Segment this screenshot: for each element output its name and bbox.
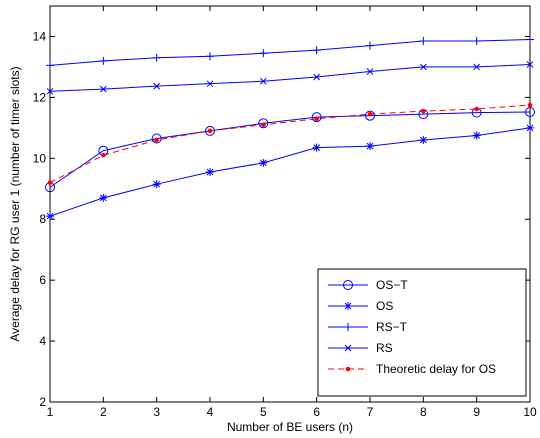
series-line-4 [49, 104, 531, 184]
data-point-series-3 [259, 77, 267, 85]
y-tick-label: 2 [39, 395, 46, 409]
data-point-series-1 [206, 168, 214, 177]
data-point-series-3 [99, 85, 107, 93]
series-markers [45, 35, 535, 221]
data-point-series-1 [472, 131, 481, 140]
data-point-series-4 [474, 106, 479, 112]
x-tick-label: 4 [207, 405, 214, 419]
legend-swatch-marker [344, 323, 352, 331]
data-point-series-2 [419, 37, 428, 46]
legend-swatch-marker [344, 344, 352, 352]
data-point-series-4 [314, 116, 319, 122]
data-point-series-2 [526, 35, 534, 44]
legend-swatch-marker [344, 302, 352, 310]
data-point-series-4 [154, 137, 159, 143]
data-point-series-3 [473, 63, 481, 71]
data-point-series-4 [527, 102, 533, 108]
data-point-series-1 [312, 143, 321, 152]
series-line-1 [49, 127, 531, 217]
data-point-series-1 [526, 123, 534, 132]
data-point-series-0 [365, 110, 375, 121]
x-tick-label: 6 [313, 405, 320, 419]
data-point-series-2 [472, 37, 481, 46]
data-point-series-2 [206, 52, 214, 61]
data-point-series-1 [99, 193, 108, 202]
x-tick-label: 8 [420, 405, 427, 419]
series-line-2 [49, 39, 531, 66]
y-tick-label: 4 [39, 334, 46, 348]
data-point-series-3 [46, 87, 54, 95]
y-tick-label: 6 [39, 273, 46, 287]
data-point-series-4 [421, 108, 426, 114]
series-lines [49, 39, 531, 217]
data-point-series-4 [47, 180, 53, 185]
data-point-series-0 [205, 125, 215, 136]
legend-entry-label: Theoretic delay for OS [376, 362, 496, 376]
series-line-3 [49, 63, 531, 92]
x-tick-label: 5 [260, 405, 267, 419]
data-point-series-4 [367, 111, 373, 117]
x-tick-label: 2 [100, 405, 107, 419]
data-point-series-0 [151, 133, 162, 144]
data-point-series-1 [152, 180, 161, 189]
data-point-series-4 [261, 122, 266, 128]
y-tick-label: 8 [39, 212, 46, 226]
legend-entry-label: RS [376, 341, 393, 355]
data-point-series-4 [101, 152, 106, 158]
y-tick-label: 12 [33, 90, 47, 104]
y-axis-label: Average delay for RG user 1 (number of t… [8, 66, 22, 341]
legend-swatch-marker [343, 280, 353, 290]
data-point-series-1 [419, 136, 428, 145]
legend: OS−T OS RS−T RS Theoretic delay for OS [317, 268, 527, 397]
data-point-series-3 [153, 82, 161, 90]
data-point-series-2 [312, 46, 321, 55]
y-tick-label: 14 [33, 29, 47, 43]
data-point-series-1 [366, 142, 374, 151]
data-point-series-3 [313, 73, 321, 81]
x-tick-label: 1 [47, 405, 54, 419]
data-point-series-2 [99, 56, 108, 65]
data-point-series-2 [259, 49, 268, 58]
x-tick-label: 10 [523, 405, 537, 419]
data-point-series-2 [152, 53, 161, 62]
x-axis-label: Number of BE users (n) [227, 420, 353, 434]
data-point-series-1 [46, 212, 54, 221]
x-tick-label: 3 [153, 405, 160, 419]
y-tick-label: 10 [33, 151, 47, 165]
legend-swatch-marker [345, 366, 351, 372]
data-point-series-3 [206, 80, 214, 88]
legend-box [317, 268, 527, 397]
data-point-series-3 [526, 61, 534, 68]
data-point-series-2 [46, 61, 54, 70]
data-point-series-4 [207, 128, 213, 134]
data-point-series-2 [366, 41, 374, 50]
data-point-series-1 [259, 158, 268, 167]
data-point-series-3 [366, 68, 374, 75]
legend-entry-label: RS−T [376, 320, 408, 334]
x-tick-label: 9 [473, 405, 480, 419]
data-point-series-0 [525, 107, 535, 118]
x-tick-label: 7 [367, 405, 374, 419]
data-point-series-3 [419, 63, 427, 71]
legend-entry-label: OS [376, 299, 393, 313]
legend-entry-label: OS−T [376, 278, 408, 292]
data-point-series-0 [258, 118, 269, 129]
data-point-series-0 [311, 112, 322, 123]
series-line-0 [49, 111, 531, 188]
